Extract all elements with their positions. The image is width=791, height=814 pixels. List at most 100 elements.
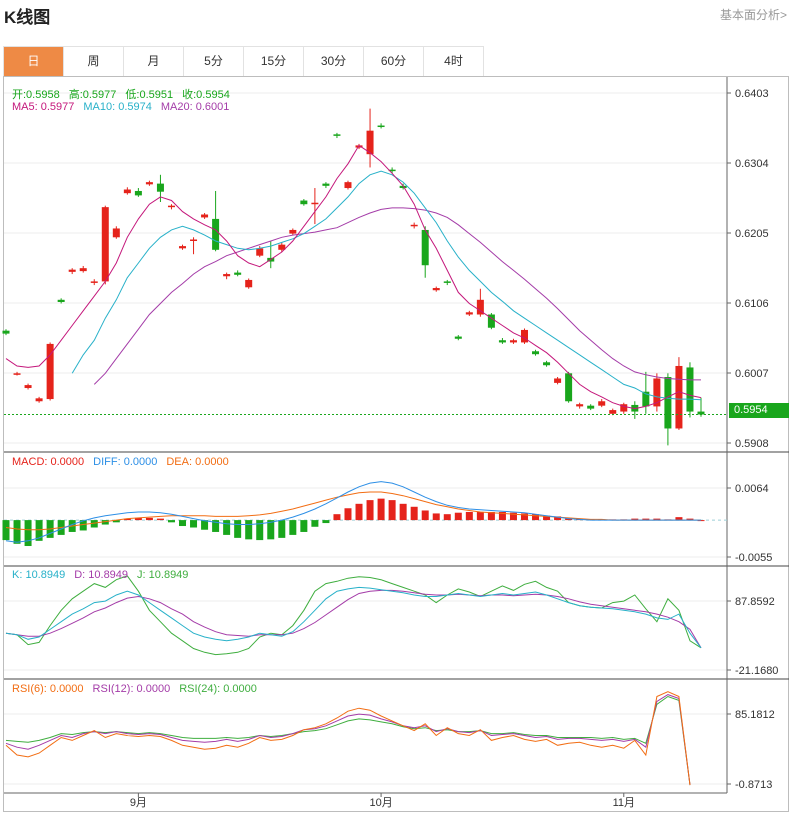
chart-frame[interactable] (3, 76, 789, 812)
macd-bar (344, 508, 352, 521)
macd-bar (300, 520, 308, 532)
macd-bar (101, 520, 109, 525)
dea-line (5, 491, 701, 531)
candle-body (90, 281, 98, 283)
tab-15min[interactable]: 15分 (244, 47, 304, 76)
candle-body (134, 190, 142, 196)
candle-body (333, 134, 341, 136)
candle-body (190, 239, 198, 241)
y-tick-label: 0.5908 (735, 438, 769, 450)
candle-body (366, 130, 374, 155)
macd-bar (289, 520, 297, 535)
tab-day[interactable]: 日 (4, 47, 64, 76)
candle-body (201, 214, 209, 218)
macd-bar (498, 511, 506, 521)
candle-body (653, 378, 661, 407)
macd-bar (179, 520, 187, 527)
macd-bar (333, 514, 341, 521)
candle-body (256, 248, 264, 256)
macd-bar (311, 520, 319, 527)
candle-body (675, 365, 683, 429)
rsi6-line (5, 691, 691, 786)
rsi24-line (5, 695, 691, 786)
macd-bar (123, 518, 131, 521)
x-tick-label: 11月 (613, 797, 635, 809)
candle-body (443, 281, 451, 283)
y-tick-label: 0.6304 (735, 158, 769, 170)
candle-body (476, 299, 484, 315)
rsi24-value: RSI(24): 0.0000 (179, 683, 257, 695)
candle-body (46, 343, 54, 400)
candle-body (598, 401, 606, 406)
d-value: D: 10.8949 (74, 569, 129, 581)
candle-body (300, 200, 308, 205)
ma20-value: MA20: 0.6001 (160, 101, 230, 113)
candle-body (410, 224, 418, 227)
candle-body (355, 145, 363, 148)
tab-5min[interactable]: 5分 (184, 47, 244, 76)
macd-bar (653, 518, 661, 521)
x-tick-label: 10月 (369, 797, 392, 809)
macd-bar (2, 520, 10, 541)
macd-bar (543, 515, 551, 521)
tab-4hour[interactable]: 4时 (424, 47, 484, 76)
macd-bar (366, 500, 374, 521)
ma20-line (93, 207, 701, 385)
last-price-label: 0.5954 (729, 403, 789, 418)
ohlc-info: 开:0.5958 高:0.5977 低:0.5951 收:0.5954 (12, 86, 239, 102)
candle-body (68, 269, 76, 272)
macd-bar (278, 520, 286, 538)
candle-body (432, 288, 440, 291)
macd-bar (487, 511, 495, 521)
macd-bar (675, 517, 683, 521)
candle-body (587, 405, 595, 409)
x-tick-label: 9月 (130, 797, 147, 809)
macd-bar (697, 520, 705, 522)
candle-body (554, 378, 562, 383)
y-tick-label: -0.8713 (735, 779, 772, 791)
candle-body (399, 185, 407, 189)
candle-body (57, 299, 65, 302)
macd-bar (432, 513, 440, 521)
macd-bar (686, 518, 694, 521)
candle-body (156, 183, 164, 192)
ma-info: MA5: 0.5977 MA10: 0.5974 MA20: 0.6001 (12, 101, 238, 113)
macd-bar (410, 506, 418, 521)
k-line (5, 586, 702, 649)
candle-body (454, 336, 462, 339)
macd-bar (234, 520, 242, 538)
macd-bar (156, 518, 164, 521)
macd-bar (355, 503, 363, 521)
candle-body (532, 351, 540, 355)
macd-bar (377, 498, 385, 521)
tab-week[interactable]: 周 (64, 47, 124, 76)
candle-body (212, 218, 220, 250)
kdj-info: K: 10.8949 D: 10.8949 J: 10.8949 (12, 569, 197, 581)
y-tick-label: 0.0064 (735, 483, 769, 495)
ma10-line (71, 170, 702, 401)
candle-body (642, 391, 650, 407)
tab-60min[interactable]: 60分 (364, 47, 424, 76)
candle-body (421, 229, 429, 266)
macd-bar (476, 511, 484, 521)
macd-bar (79, 520, 87, 531)
candle-body (24, 385, 32, 389)
candle-body (377, 125, 385, 128)
macd-bar (256, 520, 264, 541)
candle-body (79, 268, 87, 272)
candle-body (620, 404, 628, 412)
macd-bar (421, 510, 429, 521)
ma10-value: MA10: 0.5974 (83, 101, 152, 113)
macd-bar (13, 520, 21, 544)
candle-body (565, 373, 573, 402)
fundamental-analysis-link[interactable]: 基本面分析> (719, 8, 787, 22)
tab-30min[interactable]: 30分 (304, 47, 364, 76)
candle-body (664, 377, 672, 429)
candle-body (223, 274, 231, 277)
tab-month[interactable]: 月 (124, 47, 184, 76)
rsi-info: RSI(6): 0.0000 RSI(12): 0.0000 RSI(24): 0.… (12, 683, 266, 695)
candle-body (322, 183, 330, 186)
candle-body (2, 330, 10, 334)
candle-body (487, 314, 495, 328)
